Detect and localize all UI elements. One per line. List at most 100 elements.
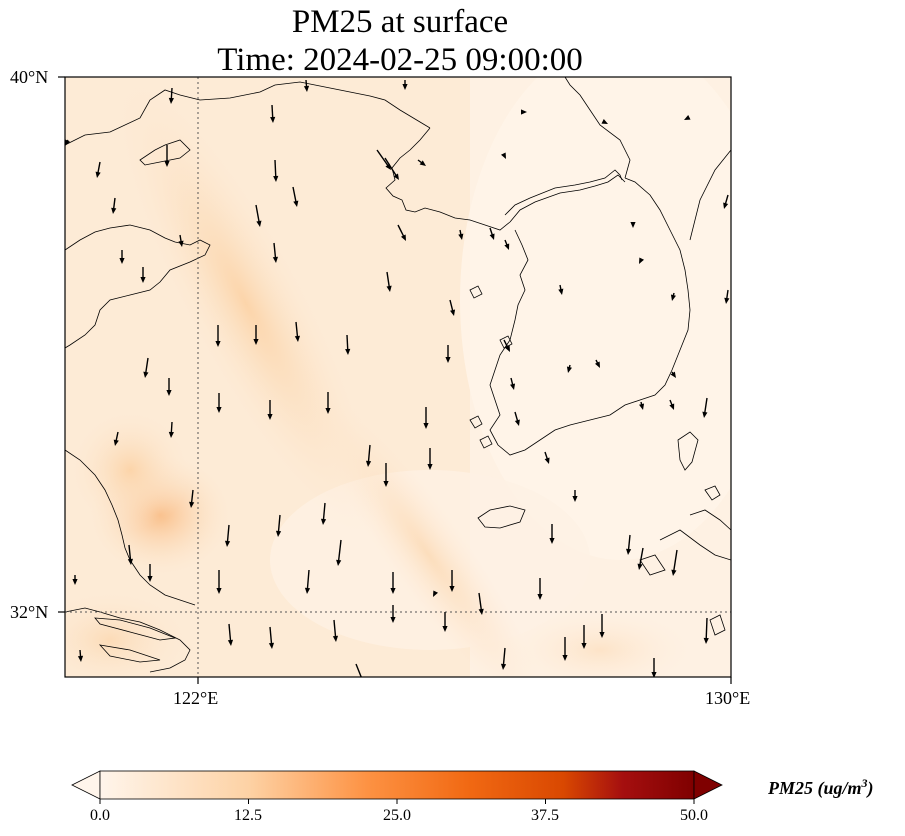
wind-arrow-icon	[270, 104, 276, 123]
wind-arrow-icon	[433, 590, 439, 597]
coastlines	[65, 77, 731, 673]
wind-arrow-icon	[111, 197, 117, 214]
wind-arrow-icon	[445, 345, 451, 363]
wind-arrow-icon	[670, 292, 676, 301]
lon-label-122e: 122°E	[173, 688, 219, 708]
wind-arrow-icon	[724, 289, 730, 304]
colorbar-tick-1: 12.5	[234, 807, 262, 824]
wind-arrow-icon	[639, 401, 645, 410]
wind-arrow-icon	[427, 448, 433, 470]
wind-arrow-icon	[77, 649, 84, 662]
wind-arrow-icon	[390, 572, 396, 594]
wind-arrow-icon	[402, 80, 408, 90]
wind-arrow-icon	[669, 399, 675, 410]
gridlines	[65, 77, 731, 677]
lat-label-40n: 40°N	[10, 67, 49, 87]
wind-arrow-icon	[320, 502, 327, 525]
wind-arrow-icon	[671, 549, 678, 576]
wind-arrow-icon	[336, 539, 342, 566]
wind-arrow-icon	[332, 619, 339, 642]
wind-arrow-icon	[113, 431, 119, 446]
wind-arrow-icon	[423, 407, 429, 429]
wind-arrow-icon	[537, 578, 543, 600]
wind-arrow-icon	[442, 612, 448, 632]
wind-arrow-icon	[639, 257, 645, 264]
wind-arrow-icon	[684, 114, 691, 120]
colorbar-label: PM25 (ug/m3)	[768, 776, 874, 799]
wind-arrow-icon	[224, 524, 231, 547]
colorbar-tick-2: 25.0	[383, 807, 411, 824]
colorbar-tick-3: 37.5	[531, 807, 559, 824]
colorbar-label-sup: 3	[861, 776, 868, 790]
map-frame	[64, 76, 732, 678]
wind-arrow-icon	[127, 544, 133, 565]
wind-arrow-icon	[345, 334, 351, 355]
wind-arrow-icon	[253, 325, 259, 345]
wind-arrow-icon	[178, 234, 184, 247]
wind-arrow-icon	[637, 547, 644, 570]
wind-arrow-icon	[572, 490, 578, 502]
colorbar	[71, 770, 723, 804]
wind-arrow-icon	[549, 524, 555, 544]
wind-arrow-icon	[275, 514, 282, 537]
wind-arrow-icon	[417, 159, 426, 166]
wind-arrow-icon	[489, 227, 495, 240]
wind-arrow-icon	[670, 371, 676, 378]
wind-arrow-icon	[166, 378, 172, 396]
wind-arrow-icon	[272, 242, 278, 263]
lat-label-32n: 32°N	[10, 602, 49, 622]
wind-arrow-icon	[325, 392, 331, 414]
wind-arrow-icon	[544, 451, 550, 464]
wind-arrow-icon	[510, 377, 516, 390]
wind-arrow-icon	[500, 152, 506, 159]
wind-arrow-icon	[355, 663, 362, 677]
wind-arrow-icon	[72, 575, 78, 585]
wind-arrow-icon	[504, 239, 510, 250]
wind-arrow-icon	[449, 570, 455, 592]
wind-arrow-icon	[390, 605, 396, 623]
wind-arrow-icon	[147, 564, 153, 582]
wind-arrow-icon	[558, 284, 564, 295]
wind-arrow-icon	[630, 222, 636, 228]
wind-arrow-icon	[562, 637, 568, 661]
wind-arrow-icon	[189, 489, 195, 508]
wind-arrow-icon	[397, 224, 406, 241]
wind-arrow-icon	[140, 267, 146, 283]
wind-arrow-icon	[702, 397, 708, 418]
wind-arrow-icon	[119, 250, 125, 264]
wind-arrow-icon	[303, 79, 310, 92]
colorbar-gradient	[99, 770, 695, 800]
wind-arrow-icon	[521, 109, 527, 115]
wind-arrow-icon	[449, 299, 456, 316]
wind-arrow-icon	[386, 271, 392, 292]
wind-arrow-icon	[215, 325, 221, 347]
colorbar-extend-max	[693, 770, 723, 800]
map-title-line2: Time: 2024-02-25 09:00:00	[217, 42, 583, 78]
wind-arrow-icon	[365, 444, 372, 467]
wind-arrow-icon	[514, 411, 520, 426]
wind-arrow-icon	[168, 87, 174, 104]
colorbar-tick-0: 0.0	[90, 807, 110, 824]
wind-arrow-icon	[168, 421, 174, 438]
map-title-line1: PM25 at surface	[291, 4, 509, 40]
wind-arrow-icon	[216, 393, 222, 413]
pm25-field	[65, 77, 731, 677]
colorbar-label-main: PM25 (ug/m	[768, 778, 862, 798]
wind-arrow-icon	[255, 204, 262, 227]
wind-vectors	[65, 79, 730, 677]
wind-arrow-icon	[267, 400, 273, 420]
wind-arrow-icon	[143, 357, 149, 378]
colorbar-tick-4: 50.0	[680, 807, 708, 824]
lon-label-130e: 130°E	[705, 688, 751, 708]
wind-arrow-icon	[478, 592, 484, 615]
wind-arrow-icon	[703, 617, 709, 644]
wind-arrow-icon	[384, 157, 399, 180]
wind-arrow-icon	[383, 463, 389, 487]
colorbar-extend-min	[71, 770, 101, 800]
wind-arrow-icon	[304, 569, 311, 594]
wind-arrow-icon	[294, 321, 300, 342]
wind-arrow-icon	[566, 364, 572, 373]
wind-arrow-icon	[594, 359, 600, 368]
wind-arrow-icon	[581, 625, 587, 649]
